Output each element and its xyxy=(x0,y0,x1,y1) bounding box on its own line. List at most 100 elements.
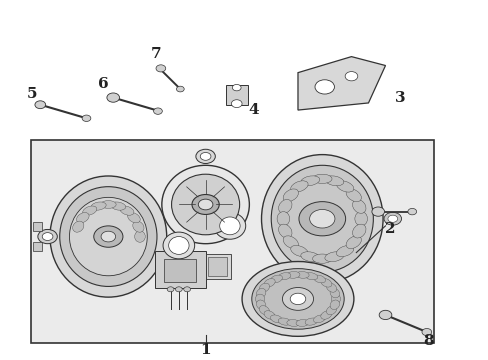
Ellipse shape xyxy=(290,181,307,192)
Ellipse shape xyxy=(278,199,291,213)
Ellipse shape xyxy=(256,288,265,298)
Ellipse shape xyxy=(264,311,275,319)
Ellipse shape xyxy=(120,206,134,215)
Ellipse shape xyxy=(271,165,372,272)
Circle shape xyxy=(387,215,397,222)
Circle shape xyxy=(383,212,401,225)
Ellipse shape xyxy=(330,294,340,304)
Ellipse shape xyxy=(69,197,147,276)
Ellipse shape xyxy=(286,320,299,327)
Ellipse shape xyxy=(313,275,325,283)
Circle shape xyxy=(82,115,91,121)
Ellipse shape xyxy=(346,189,361,202)
Ellipse shape xyxy=(329,288,339,298)
Ellipse shape xyxy=(312,174,331,184)
Ellipse shape xyxy=(352,224,365,238)
Circle shape xyxy=(196,149,215,163)
Ellipse shape xyxy=(278,273,290,280)
Ellipse shape xyxy=(326,283,336,292)
FancyBboxPatch shape xyxy=(33,242,41,251)
Ellipse shape xyxy=(256,300,265,310)
Ellipse shape xyxy=(261,154,382,283)
Circle shape xyxy=(232,84,241,91)
Ellipse shape xyxy=(352,199,365,213)
Ellipse shape xyxy=(219,217,240,235)
Ellipse shape xyxy=(278,224,291,238)
Circle shape xyxy=(231,100,242,108)
Circle shape xyxy=(156,65,165,72)
Circle shape xyxy=(314,80,334,94)
Ellipse shape xyxy=(354,212,367,226)
Circle shape xyxy=(153,108,162,114)
Circle shape xyxy=(183,287,190,292)
Ellipse shape xyxy=(336,246,353,257)
Ellipse shape xyxy=(127,212,140,223)
Ellipse shape xyxy=(305,273,317,280)
FancyBboxPatch shape xyxy=(164,259,196,282)
Text: 7: 7 xyxy=(150,47,161,61)
Ellipse shape xyxy=(171,174,239,235)
Ellipse shape xyxy=(329,300,339,310)
Ellipse shape xyxy=(242,261,353,336)
Circle shape xyxy=(378,310,391,320)
Ellipse shape xyxy=(60,187,157,287)
Ellipse shape xyxy=(101,201,116,208)
Ellipse shape xyxy=(259,283,269,292)
Text: 6: 6 xyxy=(98,77,109,91)
Circle shape xyxy=(421,328,431,336)
Circle shape xyxy=(42,233,53,240)
Circle shape xyxy=(309,210,334,228)
Ellipse shape xyxy=(133,221,144,232)
Ellipse shape xyxy=(320,311,331,319)
Ellipse shape xyxy=(312,254,331,263)
Text: 3: 3 xyxy=(394,91,405,105)
Ellipse shape xyxy=(295,320,308,327)
Circle shape xyxy=(38,229,57,244)
Polygon shape xyxy=(297,57,385,110)
Circle shape xyxy=(289,293,305,305)
Ellipse shape xyxy=(305,318,317,325)
Ellipse shape xyxy=(50,176,166,297)
Ellipse shape xyxy=(163,232,194,259)
Ellipse shape xyxy=(324,252,343,262)
Ellipse shape xyxy=(270,315,282,323)
FancyBboxPatch shape xyxy=(207,257,227,276)
Ellipse shape xyxy=(295,271,308,278)
Circle shape xyxy=(345,72,357,81)
Ellipse shape xyxy=(214,212,245,239)
Ellipse shape xyxy=(251,269,344,329)
Ellipse shape xyxy=(82,206,97,215)
Ellipse shape xyxy=(73,221,84,232)
Circle shape xyxy=(176,86,184,92)
FancyBboxPatch shape xyxy=(205,254,230,279)
Ellipse shape xyxy=(283,189,298,202)
Circle shape xyxy=(282,288,313,310)
Circle shape xyxy=(200,153,210,160)
Ellipse shape xyxy=(76,212,89,223)
FancyBboxPatch shape xyxy=(225,85,247,105)
Ellipse shape xyxy=(134,231,145,242)
Ellipse shape xyxy=(346,236,361,248)
Circle shape xyxy=(167,287,174,292)
Ellipse shape xyxy=(91,202,106,210)
Ellipse shape xyxy=(324,176,343,186)
Circle shape xyxy=(94,226,122,247)
Ellipse shape xyxy=(270,275,282,283)
Circle shape xyxy=(101,231,116,242)
Ellipse shape xyxy=(277,212,289,226)
Ellipse shape xyxy=(259,306,269,315)
Ellipse shape xyxy=(278,318,290,325)
Circle shape xyxy=(107,93,119,102)
Circle shape xyxy=(371,207,384,216)
Text: 8: 8 xyxy=(422,334,433,348)
Circle shape xyxy=(198,199,212,210)
Text: 4: 4 xyxy=(247,103,258,117)
FancyBboxPatch shape xyxy=(33,222,41,231)
Ellipse shape xyxy=(168,237,189,255)
Text: 2: 2 xyxy=(385,222,395,237)
Circle shape xyxy=(298,202,345,236)
Ellipse shape xyxy=(336,181,353,192)
Ellipse shape xyxy=(320,279,331,287)
Circle shape xyxy=(407,208,416,215)
Text: 1: 1 xyxy=(200,343,210,357)
